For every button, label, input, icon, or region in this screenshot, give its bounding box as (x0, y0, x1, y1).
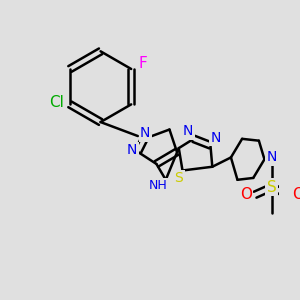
Text: Cl: Cl (50, 95, 64, 110)
Text: O: O (240, 187, 252, 202)
Text: F: F (138, 56, 147, 71)
Text: N: N (211, 131, 221, 145)
Text: N: N (183, 124, 193, 138)
Text: N: N (267, 150, 277, 164)
Text: S: S (174, 171, 183, 185)
Text: O: O (292, 187, 300, 202)
Text: N: N (127, 143, 137, 157)
Text: NH: NH (149, 179, 168, 192)
Text: S: S (267, 180, 277, 195)
Text: N: N (140, 126, 150, 140)
